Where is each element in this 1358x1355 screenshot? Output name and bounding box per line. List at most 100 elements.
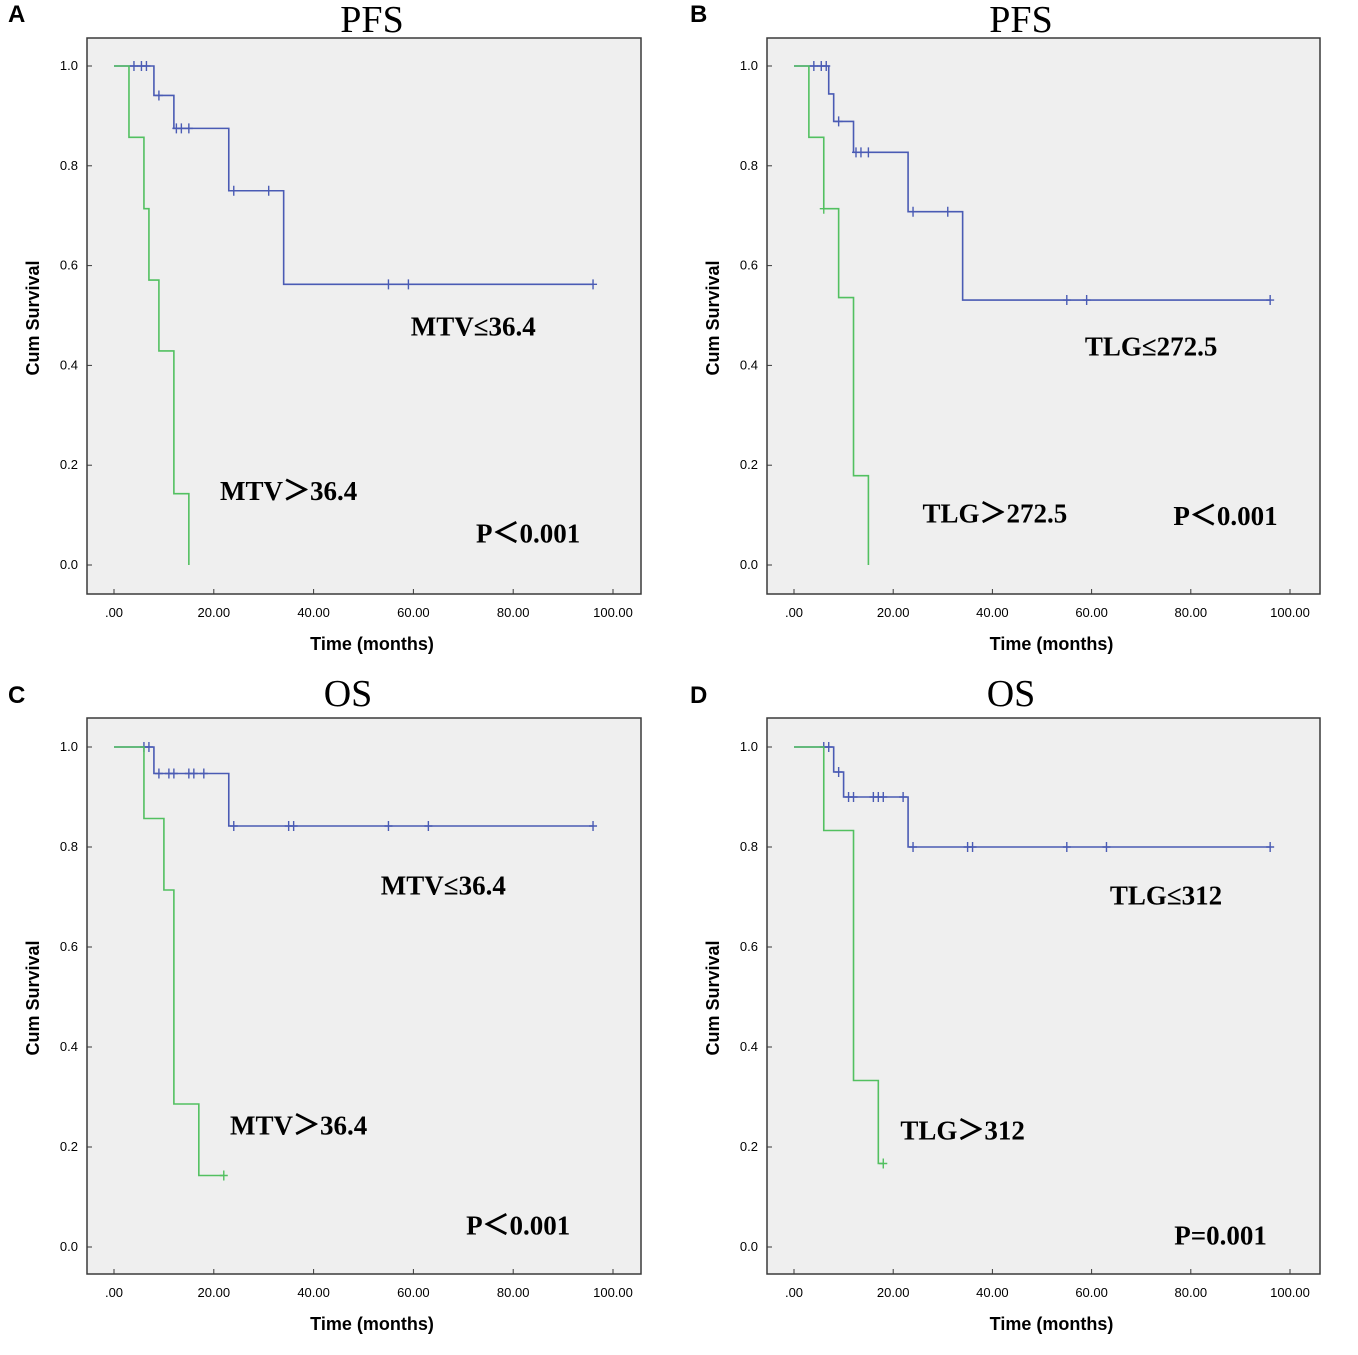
panel-c-x-axis-label: Time (months) (310, 1314, 434, 1334)
panel-c-x-tick-label: 20.00 (198, 1285, 231, 1300)
panel-d-y-tick-label: 0.6 (740, 939, 758, 954)
panel-c-series-1-censor-mark (589, 821, 598, 831)
panel-c-series-1-censor-mark (199, 768, 208, 779)
panel-b-y-tick-label: 0.6 (740, 258, 758, 273)
panel-d-y-tick-label: 0.8 (740, 839, 758, 854)
panel-a-y-tick-label: 0.4 (60, 357, 78, 372)
panel-d-plot-area (766, 717, 1321, 1275)
panel-a-series-1-censor-mark (129, 61, 138, 71)
panel-d-series-1-censor-mark (1062, 842, 1071, 852)
panel-c-series-1-censor-mark (424, 821, 433, 831)
panel-a-x-tick-label: 60.00 (397, 605, 430, 620)
panel-d-annotation-3: P=0.001 (1174, 1221, 1267, 1251)
panel-a-series-1-censor-mark (142, 61, 151, 71)
panel-c-title: OS (324, 673, 373, 715)
panel-d-annotation-1: TLG≤312 (1110, 881, 1222, 911)
panel-a-annotation-1: MTV≤36.4 (411, 311, 536, 341)
panel-d-series-1-censor-mark (909, 842, 918, 852)
panel-a: A PFS 0.0 0.2 0.4 0.6 0.8 1.0 .00 20.00 40.00 60.00… (8, 0, 642, 654)
panel-c-x-tick-label: .00 (105, 1285, 123, 1300)
panel-c-letter: C (8, 682, 25, 709)
panel-b-y-axis-label: Cum Survival (703, 260, 723, 375)
panel-c-annotation-3: P＜0.001 (466, 1211, 570, 1241)
panel-c-series-1-censor-mark (289, 821, 298, 831)
panel-d-x-tick-label: 40.00 (976, 1285, 1009, 1300)
panel-a-x-tick-label: 80.00 (497, 605, 530, 620)
panel-a-y-tick-label: 0.6 (60, 258, 78, 273)
panel-c-y-tick-label: 1.0 (60, 739, 78, 754)
panel-c-x-tick-label: 80.00 (497, 1285, 530, 1300)
panel-c-y-tick-label: 0.8 (60, 839, 78, 854)
panel-a-series-1-curve (114, 65, 594, 286)
panel-c-series-1-censor-mark (384, 821, 393, 831)
panel-c-x-tick-label: 60.00 (397, 1285, 430, 1300)
panel-d-title: OS (987, 673, 1036, 715)
panel-c-y-tick-label: 0.6 (60, 939, 78, 954)
panel-b-series-2-curve (794, 65, 870, 565)
panel-d-y-tick-label: 0.2 (740, 1139, 758, 1154)
panel-b-y-tick-label: 1.0 (740, 58, 758, 73)
panel-a-annotation-2: MTV＞36.4 (220, 476, 357, 506)
panel-c-series-1-censor-mark (144, 742, 153, 752)
panel-b-y-tick-label: 0.2 (740, 457, 758, 472)
panel-a-y-tick-label: 1.0 (60, 58, 78, 73)
panel-a-series-1-censor-mark (404, 279, 413, 290)
panel-c-y-axis-label: Cum Survival (23, 940, 43, 1055)
panel-a-x-tick-label: 20.00 (198, 605, 231, 620)
panel-a-series-1-censor-mark (184, 123, 193, 134)
panel-d-series-1-censor-mark (968, 842, 977, 852)
panel-d-x-tick-label: 20.00 (877, 1285, 910, 1300)
panel-a-series-1-censor-mark (384, 279, 393, 290)
panel-b-plot-area (766, 37, 1321, 595)
panel-a-y-tick-label: 0.0 (60, 557, 78, 572)
panel-b-series-1-censor-mark (822, 61, 831, 71)
panel-a-series-1-censor-mark (229, 185, 238, 196)
panel-b-x-tick-label: 40.00 (976, 605, 1009, 620)
panel-d-series-1-curve (794, 746, 1271, 848)
panel-d-y-axis-label: Cum Survival (703, 940, 723, 1055)
panel-b-series-2-censor-mark (819, 203, 828, 214)
panel-b-x-tick-label: 100.00 (1270, 605, 1310, 620)
panel-d-x-tick-label: 60.00 (1075, 1285, 1108, 1300)
panel-a-series-1-censor-mark (589, 279, 598, 290)
panel-b-series-1-censor-mark (1062, 295, 1071, 306)
panel-b-y-tick-label: 0.8 (740, 158, 758, 173)
panel-b-annotation-2: TLG＞272.5 (922, 499, 1067, 529)
panel-a-series-2-curve (114, 65, 190, 565)
panel-c-annotation-1: MTV≤36.4 (381, 871, 506, 901)
panel-c-series-1-censor-mark (154, 768, 163, 779)
panel-a-y-axis-label: Cum Survival (23, 260, 43, 375)
panel-c-series-1-censor-mark (229, 821, 238, 831)
panel-b: B PFS 0.0 0.2 0.4 0.6 0.8 1.0 .00 20.00 40.00 60.00… (690, 0, 1321, 654)
panel-d-series-1-censor-mark (1102, 842, 1111, 852)
panel-d-series-2-curve (794, 746, 884, 1165)
panel-b-series-1-censor-mark (943, 206, 952, 217)
panel-b-series-1-censor-mark (909, 206, 918, 217)
panel-d-series-2-censor-mark (879, 1158, 888, 1169)
panel-d-series-1-censor-mark (899, 792, 908, 802)
panel-b-x-tick-label: .00 (785, 605, 803, 620)
panel-b-title: PFS (989, 0, 1052, 41)
panel-b-x-tick-label: 80.00 (1175, 605, 1208, 620)
panel-c-x-tick-label: 40.00 (297, 1285, 330, 1300)
panel-b-letter: B (690, 1, 707, 28)
panel-b-annotation-3: P＜0.001 (1173, 501, 1277, 531)
panel-b-x-axis-label: Time (months) (990, 634, 1114, 654)
panel-c-y-tick-label: 0.4 (60, 1039, 78, 1054)
panel-a-x-tick-label: 40.00 (297, 605, 330, 620)
panel-b-y-tick-label: 0.4 (740, 357, 758, 372)
panel-d-x-axis-label: Time (months) (990, 1314, 1114, 1334)
panel-a-series-1-censor-mark (177, 123, 186, 134)
panel-a-y-tick-label: 0.2 (60, 457, 78, 472)
panel-d-x-tick-label: .00 (785, 1285, 803, 1300)
panel-a-plot-area (86, 37, 642, 595)
panel-a-title: PFS (340, 0, 403, 41)
panel-b-series-1-censor-mark (1082, 295, 1091, 306)
panel-c-series-2-censor-mark (219, 1170, 228, 1181)
panel-c: C OS 0.0 0.2 0.4 0.6 0.8 1.0 .00 20.00 40.00 60.00 8… (8, 673, 642, 1334)
panel-c-annotation-2: MTV＞36.4 (230, 1111, 367, 1141)
panel-d-annotation-2: TLG＞312 (900, 1116, 1025, 1146)
panel-d-series-1-censor-mark (879, 792, 888, 802)
panel-b-series-1-censor-mark (809, 61, 818, 71)
